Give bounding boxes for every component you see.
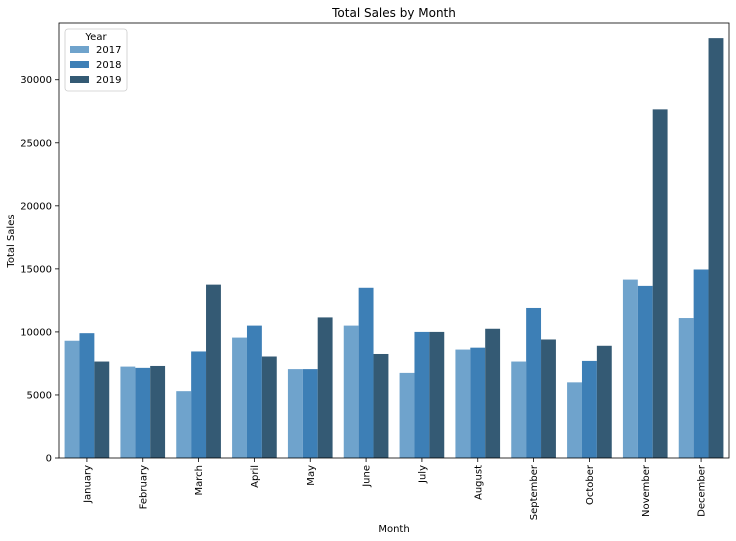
bar-august-2018 xyxy=(470,347,486,458)
bar-may-2017 xyxy=(287,369,303,458)
chart-title: Total Sales by Month xyxy=(331,6,456,20)
bar-december-2018 xyxy=(693,269,709,458)
bar-february-2019 xyxy=(150,365,166,458)
x-tick-label-november: November xyxy=(641,464,652,517)
bar-november-2017 xyxy=(622,279,638,458)
bar-june-2018 xyxy=(358,287,374,458)
bar-june-2019 xyxy=(373,353,389,458)
y-tick-label: 5000 xyxy=(27,390,52,401)
bar-march-2019 xyxy=(206,284,221,458)
bar-march-2018 xyxy=(191,351,207,458)
bar-october-2017 xyxy=(567,382,582,458)
bar-october-2019 xyxy=(596,345,612,458)
legend-label-2018: 2018 xyxy=(96,60,121,71)
bar-february-2018 xyxy=(135,367,151,458)
bar-november-2018 xyxy=(637,285,653,458)
bar-september-2019 xyxy=(541,339,556,458)
x-axis-label: Month xyxy=(378,524,409,535)
y-axis-label: Total Sales xyxy=(6,214,17,268)
legend-items: 2017 2018 2019 xyxy=(70,45,121,86)
bar-april-2019 xyxy=(261,356,277,458)
bar-december-2019 xyxy=(708,38,724,458)
bar-august-2017 xyxy=(455,349,471,458)
legend-swatch-2018 xyxy=(70,61,89,68)
bar-december-2017 xyxy=(678,318,694,458)
legend-swatch-2019 xyxy=(70,76,89,83)
bar-november-2019 xyxy=(652,109,668,459)
bar-october-2018 xyxy=(581,360,597,458)
bars-layer xyxy=(64,38,724,459)
y-tick-label: 30000 xyxy=(20,75,52,86)
bar-september-2018 xyxy=(526,307,542,458)
x-tick-label-august: August xyxy=(473,465,484,500)
legend-label-2019: 2019 xyxy=(96,75,121,86)
y-tick-label: 10000 xyxy=(20,327,52,338)
bar-january-2019 xyxy=(94,361,110,458)
y-tick-label: 0 xyxy=(46,454,52,465)
x-axis: January February March April May June July Augu… xyxy=(82,458,708,520)
legend-title: Year xyxy=(84,32,107,43)
bar-march-2017 xyxy=(176,391,192,458)
plot-frame xyxy=(58,22,730,459)
bar-may-2019 xyxy=(317,317,333,458)
bar-july-2017 xyxy=(399,372,415,458)
x-tick-label-january: January xyxy=(82,465,93,504)
bar-july-2019 xyxy=(429,331,445,458)
bar-july-2018 xyxy=(414,331,430,458)
x-tick-label-april: April xyxy=(250,465,261,488)
bar-april-2018 xyxy=(246,325,262,458)
x-tick-label-june: June xyxy=(362,465,373,488)
legend-label-2017: 2017 xyxy=(96,45,121,56)
legend-box xyxy=(64,28,128,92)
y-tick-label: 20000 xyxy=(20,201,52,212)
bar-september-2017 xyxy=(511,361,527,458)
bar-april-2017 xyxy=(232,337,247,458)
bar-january-2017 xyxy=(64,340,80,458)
x-tick-label-september: September xyxy=(529,464,540,520)
bar-january-2018 xyxy=(79,333,95,458)
x-tick-label-december: December xyxy=(697,464,708,517)
y-tick-label: 15000 xyxy=(20,264,52,275)
x-tick-label-may: May xyxy=(306,465,317,486)
legend-swatch-2017 xyxy=(70,46,89,53)
legend: Year 2017 2018 2019 xyxy=(64,28,128,92)
bar-june-2017 xyxy=(343,325,359,458)
bar-february-2017 xyxy=(120,366,136,458)
x-tick-label-october: October xyxy=(585,464,596,505)
bar-august-2019 xyxy=(485,328,501,458)
x-tick-label-march: March xyxy=(194,465,205,495)
x-tick-label-july: July xyxy=(417,465,428,484)
y-tick-label: 25000 xyxy=(20,138,52,149)
y-axis: 0 5000 10000 15000 20000 25000 30000 xyxy=(20,75,59,465)
x-tick-label-february: February xyxy=(138,465,149,509)
bar-may-2018 xyxy=(302,369,318,458)
